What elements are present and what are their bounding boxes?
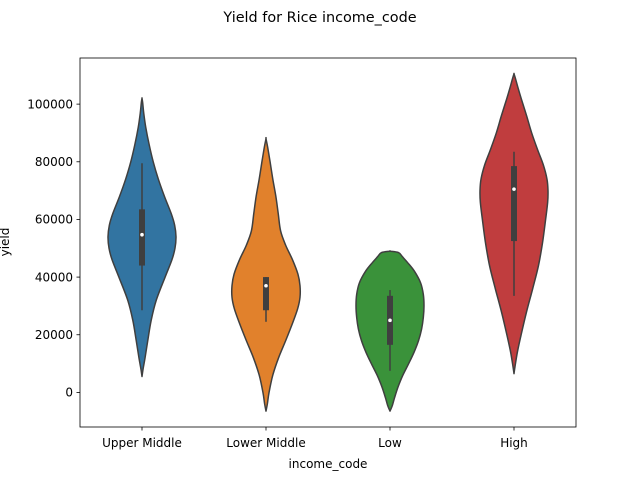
x-tick-label-high: High (500, 436, 528, 450)
y-tick-label: 60000 (35, 213, 73, 227)
median-marker-lower-middle (264, 283, 268, 288)
inner-boxes-layer (139, 151, 517, 371)
y-tick-label: 40000 (35, 270, 73, 284)
iqr-box-high (511, 166, 517, 242)
y-axis-ticks: 0 20000 40000 60000 80000 100000 (27, 97, 80, 400)
median-marker-upper-middle (140, 232, 144, 237)
y-tick-label: 100000 (27, 97, 73, 111)
y-tick-label: 80000 (35, 155, 73, 169)
median-marker-high (512, 187, 516, 191)
y-tick-label: 20000 (35, 328, 73, 342)
y-tick-label: 0 (65, 386, 73, 400)
chart-title: Yield for Rice income_code (222, 10, 416, 26)
median-marker-low (388, 318, 392, 323)
x-tick-label-low: Low (378, 436, 402, 450)
iqr-box-upper-middle (139, 209, 145, 266)
x-tick-label-lower-middle: Lower Middle (226, 436, 305, 450)
x-axis-label: income_code (289, 457, 368, 471)
violins-layer (107, 72, 549, 412)
x-tick-label-upper-middle: Upper Middle (102, 436, 182, 450)
x-axis-ticks: Upper Middle Lower Middle Low High (102, 427, 528, 450)
violin-lower-middle (230, 136, 302, 412)
y-axis-label: yield (0, 228, 12, 257)
plot-frame (79, 57, 577, 428)
iqr-box-lower-middle (263, 277, 269, 311)
